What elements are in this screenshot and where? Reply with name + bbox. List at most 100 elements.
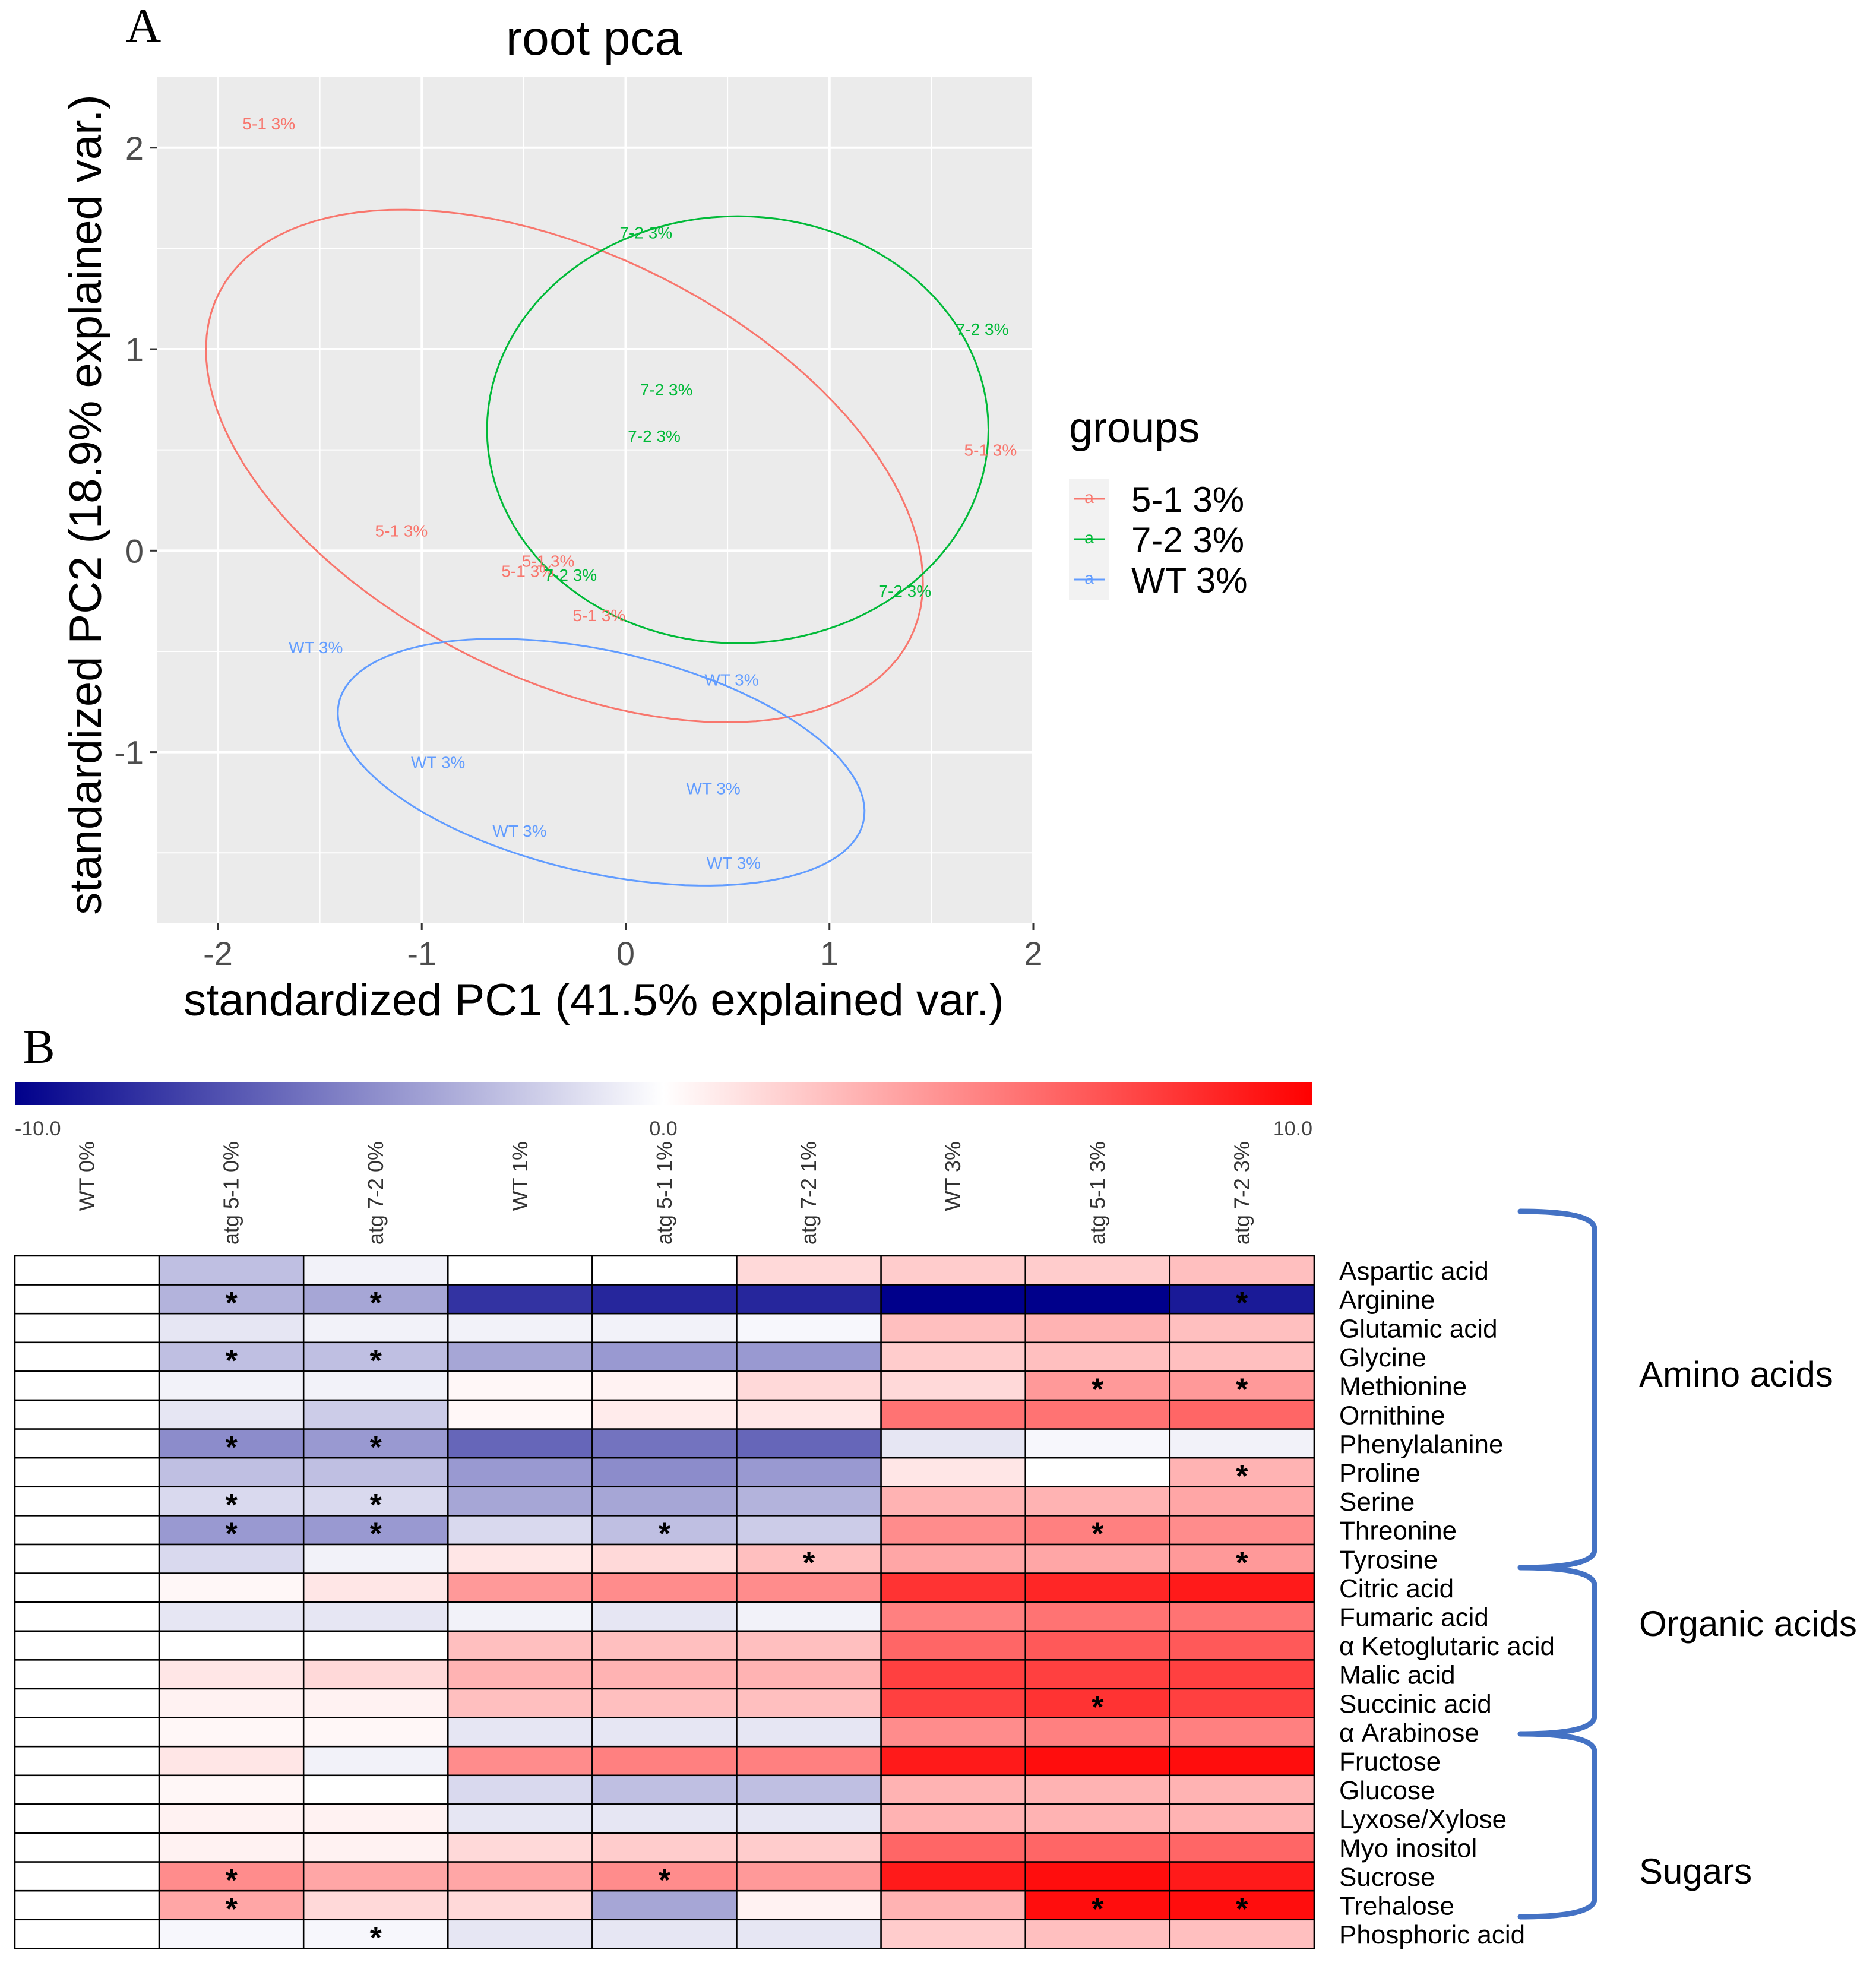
heatmap-significance-star: * xyxy=(1092,1892,1104,1927)
scale-mid-label: 0.0 xyxy=(649,1118,677,1140)
heatmap-significance-star: * xyxy=(659,1863,671,1898)
bracket-organic-acids xyxy=(1517,1565,1597,1737)
heatmap-cell xyxy=(1169,1832,1315,1863)
heatmap-cell xyxy=(591,1428,738,1459)
pca-x-tick-label: 0 xyxy=(616,935,635,972)
legend-entries: a 5-1 3% a 7-2 3% a WT 3% xyxy=(1069,479,1248,600)
heatmap-cell xyxy=(14,1688,160,1718)
heatmap-cell xyxy=(302,1717,449,1748)
pca-y-tick-label: 1 xyxy=(125,331,144,368)
heatmap-column-labels: WT 0% atg 5-1 0% atg 7-2 0% WT 1% atg 5-1 1%… xyxy=(75,1141,1254,1245)
heatmap-cell xyxy=(1169,1312,1315,1344)
heatmap-cell xyxy=(447,1832,593,1863)
heatmap-row-label: Fructose xyxy=(1339,1748,1441,1777)
heatmap-cell xyxy=(1169,1630,1315,1661)
legend-title: groups xyxy=(1069,404,1200,452)
heatmap-significance-stars: * * ** ** ** *** ** * * ** *** ** * ** xyxy=(226,1286,1249,1955)
heatmap-row-label: Sucrose xyxy=(1339,1863,1435,1892)
pca-y-ticks: -1 0 1 2 xyxy=(114,129,157,771)
heatmap-cell xyxy=(14,1717,160,1748)
heatmap-cell xyxy=(1169,1486,1315,1517)
heatmap-cell xyxy=(1024,1341,1171,1372)
heatmap-cell xyxy=(1169,1370,1315,1401)
pca-ellipses xyxy=(205,208,989,887)
pca-point-label: WT 3% xyxy=(492,822,546,840)
pca-panel-background xyxy=(157,77,1033,923)
heatmap-row-label: Citric acid xyxy=(1339,1574,1454,1603)
heatmap-cell xyxy=(736,1399,882,1430)
heatmap-cell xyxy=(880,1572,1026,1603)
heatmap-cell xyxy=(736,1341,882,1372)
heatmap-cell xyxy=(14,1312,160,1344)
heatmap-cell xyxy=(736,1601,882,1632)
heatmap-significance-star: * xyxy=(226,1286,238,1321)
scale-min-label: -10.0 xyxy=(15,1118,61,1140)
heatmap-column-label: atg 7-2 3% xyxy=(1229,1141,1254,1245)
pca-y-tick-label: 2 xyxy=(125,129,144,167)
heatmap-cell xyxy=(1169,1543,1315,1574)
heatmap-cell xyxy=(880,1630,1026,1661)
heatmap-cell xyxy=(14,1255,160,1286)
heatmap-cell xyxy=(1024,1428,1171,1459)
pca-x-tick-label: 2 xyxy=(1024,935,1042,972)
heatmap-cell xyxy=(1024,1255,1171,1286)
pca-title: root pca xyxy=(506,11,682,65)
pca-point-label: 5-1 3% xyxy=(573,606,626,625)
pca-point-label: WT 3% xyxy=(704,670,758,689)
heatmap-cell xyxy=(1169,1745,1315,1777)
heatmap-cell xyxy=(447,1341,593,1372)
heatmap-cell xyxy=(880,1370,1026,1401)
pca-point-label: WT 3% xyxy=(289,638,343,657)
heatmap-cell xyxy=(158,1341,305,1372)
heatmap-cell xyxy=(736,1255,882,1286)
heatmap-cell xyxy=(447,1717,593,1748)
pca-y-tick-label: -1 xyxy=(114,734,144,771)
heatmap-cell xyxy=(591,1284,738,1315)
heatmap-row-label: Tyrosine xyxy=(1339,1545,1438,1574)
pca-point-label: WT 3% xyxy=(411,754,465,772)
heatmap-column-label: atg 5-1 0% xyxy=(219,1141,243,1245)
heatmap-cell xyxy=(1169,1919,1315,1949)
bracket-sugars xyxy=(1517,1731,1597,1920)
heatmap-cell xyxy=(736,1457,882,1488)
heatmap-cell xyxy=(1169,1601,1315,1632)
pca-point-labels: 5-1 3%5-1 3%5-1 3%5-1 3%5-1 3%5-1 3%7-2 … xyxy=(242,115,1017,872)
heatmap-significance-star: * xyxy=(1236,1892,1248,1927)
heatmap-significance-star: * xyxy=(226,1430,238,1465)
pca-gridlines xyxy=(157,77,1035,923)
heatmap-cell xyxy=(880,1399,1026,1430)
heatmap-cell xyxy=(14,1659,160,1690)
heatmap-cell xyxy=(880,1428,1026,1459)
heatmap-group-label: Sugars xyxy=(1639,1851,1752,1891)
heatmap-row-label: Proline xyxy=(1339,1459,1421,1488)
heatmap-row-label: Threonine xyxy=(1339,1517,1457,1546)
heatmap-column-label: WT 1% xyxy=(508,1141,532,1211)
heatmap-significance-star: * xyxy=(803,1546,815,1580)
heatmap-cell xyxy=(14,1832,160,1863)
heatmap-cell xyxy=(302,1659,449,1690)
pca-x-tick-label: -2 xyxy=(203,935,233,972)
heatmap-cell xyxy=(1169,1861,1315,1892)
heatmap-cells xyxy=(14,1255,1315,1949)
heatmap-cell xyxy=(591,1572,738,1603)
heatmap-cell xyxy=(158,1601,305,1632)
pca-x-axis-title: standardized PC1 (41.5% explained var.) xyxy=(184,975,1004,1025)
legend-entry-label: 5-1 3% xyxy=(1131,480,1244,520)
heatmap-cell xyxy=(447,1428,593,1459)
heatmap-cell xyxy=(591,1659,738,1690)
heatmap-cell xyxy=(158,1255,305,1286)
heatmap-cell xyxy=(1024,1861,1171,1892)
heatmap-cell xyxy=(1169,1515,1315,1546)
heatmap-cell xyxy=(736,1861,882,1892)
heatmap-cell xyxy=(736,1428,882,1459)
heatmap-column-label: WT 0% xyxy=(75,1141,99,1211)
heatmap-cell xyxy=(447,1370,593,1401)
heatmap-cell xyxy=(447,1515,593,1546)
heatmap-cell xyxy=(302,1745,449,1777)
heatmap-cell xyxy=(1024,1457,1171,1488)
legend-key-glyph: a xyxy=(1084,528,1094,547)
heatmap-cell xyxy=(14,1486,160,1517)
heatmap-significance-star: * xyxy=(370,1517,382,1552)
heatmap-significance-star: * xyxy=(370,1921,382,1955)
heatmap-cell xyxy=(1024,1919,1171,1949)
